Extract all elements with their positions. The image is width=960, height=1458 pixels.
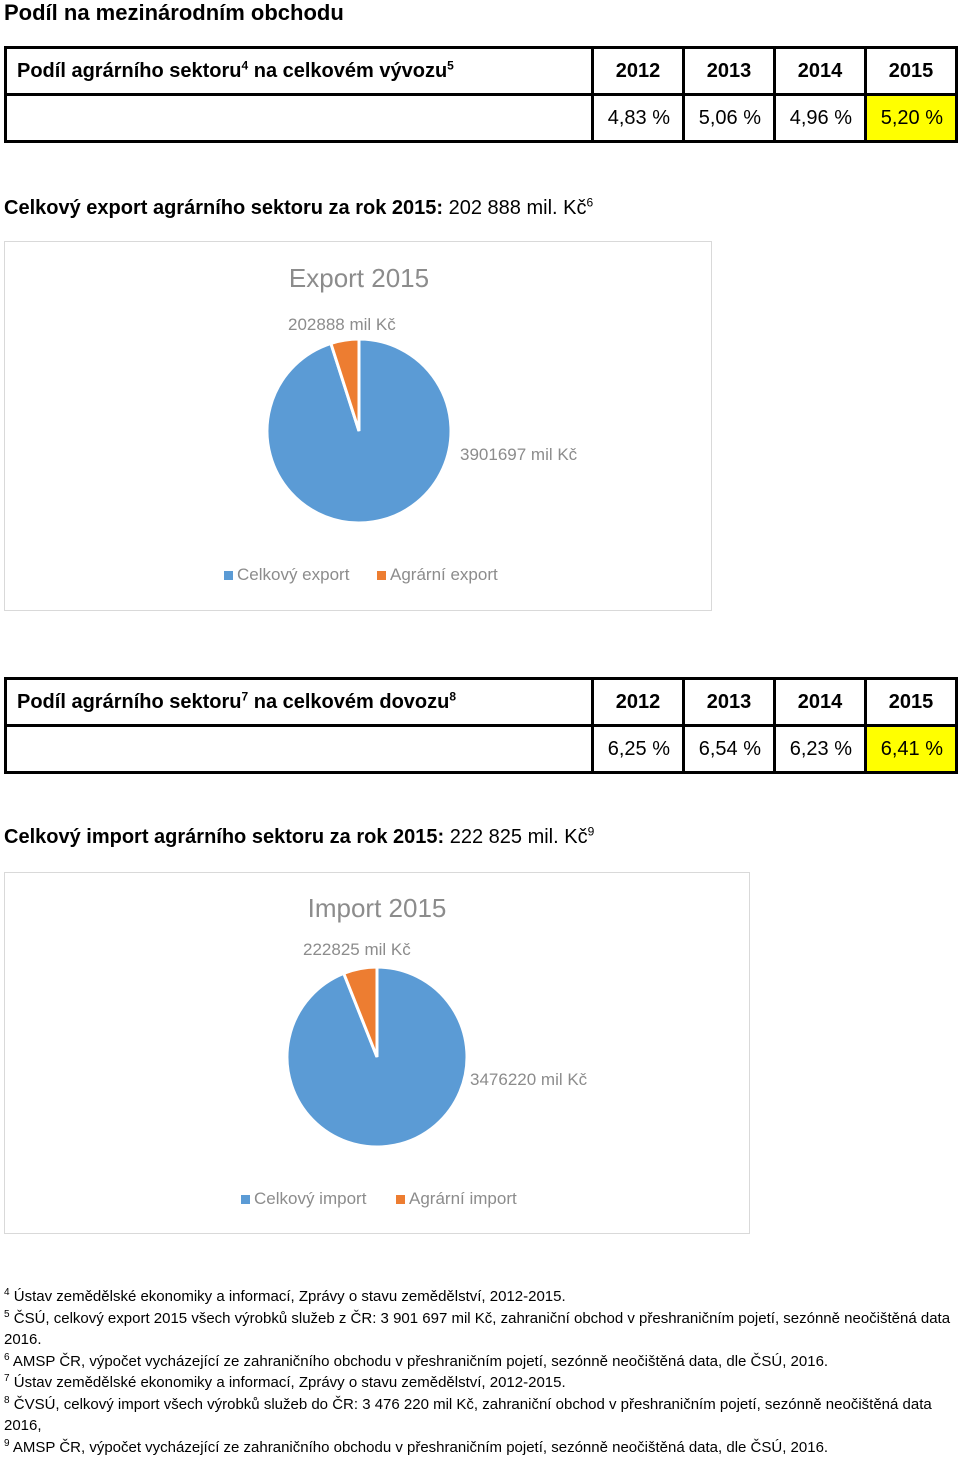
chart-title: Import 2015 — [308, 893, 447, 923]
export-total-label: Celkový export agrárního sektoru za rok … — [4, 197, 443, 219]
import-share-value-highlighted: 6,41 % — [866, 726, 957, 773]
export-share-table: Podíl agrárního sektoru4 na celkovém výv… — [4, 46, 958, 143]
footnote-text: AMSP ČR, výpočet vycházející ze zahranič… — [13, 1353, 828, 1370]
import-table-label: Podíl agrárního sektoru7 na celkovém dov… — [6, 679, 593, 726]
footnote-number: 7 — [4, 1373, 10, 1384]
data-label-agrarian: 222825 mil Kč — [303, 940, 411, 959]
footnote-number: 6 — [4, 1352, 10, 1363]
year-header: 2012 — [593, 48, 684, 95]
footnote-text: ČSÚ, celkový export 2015 všech výrobků s… — [4, 1310, 950, 1349]
export-table-label: Podíl agrárního sektoru4 na celkovém výv… — [6, 48, 593, 95]
footnotes: 4 Ústav zemědělské ekonomiky a informací… — [4, 1286, 954, 1458]
footnote-number: 9 — [4, 1438, 10, 1449]
footnote-text: Ústav zemědělské ekonomiky a informací, … — [14, 1288, 566, 1305]
import-share-value: 6,25 % — [593, 726, 684, 773]
legend-marker-total — [224, 571, 233, 580]
footnote: 5 ČSÚ, celkový export 2015 všech výrobků… — [4, 1308, 954, 1351]
footnote-number: 8 — [4, 1395, 10, 1406]
export-share-value-highlighted: 5,20 % — [866, 95, 957, 142]
import-total-line: Celkový import agrárního sektoru za rok … — [4, 826, 594, 849]
export-pie-svg: Export 2015 202888 mil Kč 3901697 mil Kč Ce… — [5, 242, 711, 610]
footnote-number: 4 — [4, 1287, 10, 1298]
year-header: 2012 — [593, 679, 684, 726]
data-label-total: 3901697 mil Kč — [460, 445, 578, 464]
export-share-value: 4,96 % — [775, 95, 866, 142]
footnote: 7 Ústav zemědělské ekonomiky a informací… — [4, 1372, 954, 1394]
footnote: 4 Ústav zemědělské ekonomiky a informací… — [4, 1286, 954, 1308]
footnote-ref: 8 — [449, 689, 456, 703]
footnote-number: 5 — [4, 1309, 10, 1320]
import-share-value: 6,23 % — [775, 726, 866, 773]
year-header: 2014 — [775, 679, 866, 726]
legend-label-agrarian: Agrární export — [390, 565, 498, 584]
legend-marker-agrarian — [377, 571, 386, 580]
import-share-value: 6,54 % — [684, 726, 775, 773]
footnote-text: Ústav zemědělské ekonomiky a informací, … — [14, 1374, 566, 1391]
legend-marker-total — [241, 1195, 250, 1204]
export-total-value: 202 888 mil. Kč — [443, 197, 586, 219]
export-label-text: Podíl agrárního sektoru — [17, 60, 241, 82]
footnote-text: ČVSÚ, celkový import všech výrobků služe… — [4, 1396, 932, 1435]
export-total-line: Celkový export agrárního sektoru za rok … — [4, 197, 593, 220]
year-header: 2015 — [866, 48, 957, 95]
footnote-ref: 6 — [586, 195, 593, 209]
footnote-text: AMSP ČR, výpočet vycházející ze zahranič… — [13, 1439, 828, 1456]
import-pie-svg: Import 2015 222825 mil Kč 3476220 mil Kč Ce… — [5, 873, 749, 1233]
chart-title: Export 2015 — [289, 263, 429, 293]
import-share-table: Podíl agrárního sektoru7 na celkovém dov… — [4, 677, 958, 774]
import-label-mid: na celkovém dovozu — [248, 691, 449, 713]
import-label-text: Podíl agrárního sektoru — [17, 691, 241, 713]
import-total-label: Celkový import agrárního sektoru za rok … — [4, 826, 444, 848]
empty-cell — [6, 95, 593, 142]
legend-label-agrarian: Agrární import — [409, 1189, 517, 1208]
legend-label-total: Celkový import — [254, 1189, 367, 1208]
footnote-ref: 9 — [588, 824, 595, 838]
legend-marker-agrarian — [396, 1195, 405, 1204]
import-total-value: 222 825 mil. Kč — [444, 826, 587, 848]
export-pie-chart: Export 2015 202888 mil Kč 3901697 mil Kč Ce… — [4, 241, 712, 611]
export-share-value: 5,06 % — [684, 95, 775, 142]
empty-cell — [6, 726, 593, 773]
year-header: 2015 — [866, 679, 957, 726]
footnote: 8 ČVSÚ, celkový import všech výrobků slu… — [4, 1394, 954, 1437]
legend-label-total: Celkový export — [237, 565, 350, 584]
year-header: 2014 — [775, 48, 866, 95]
year-header: 2013 — [684, 679, 775, 726]
page-title: Podíl na mezinárodním obchodu — [4, 0, 344, 26]
data-label-agrarian: 202888 mil Kč — [288, 315, 396, 334]
export-share-value: 4,83 % — [593, 95, 684, 142]
data-label-total: 3476220 mil Kč — [470, 1070, 588, 1089]
year-header: 2013 — [684, 48, 775, 95]
footnote: 6 AMSP ČR, výpočet vycházející ze zahran… — [4, 1351, 954, 1373]
export-label-mid: na celkovém vývozu — [248, 60, 447, 82]
footnote-ref: 5 — [447, 58, 454, 72]
import-pie-chart: Import 2015 222825 mil Kč 3476220 mil Kč Ce… — [4, 872, 750, 1234]
